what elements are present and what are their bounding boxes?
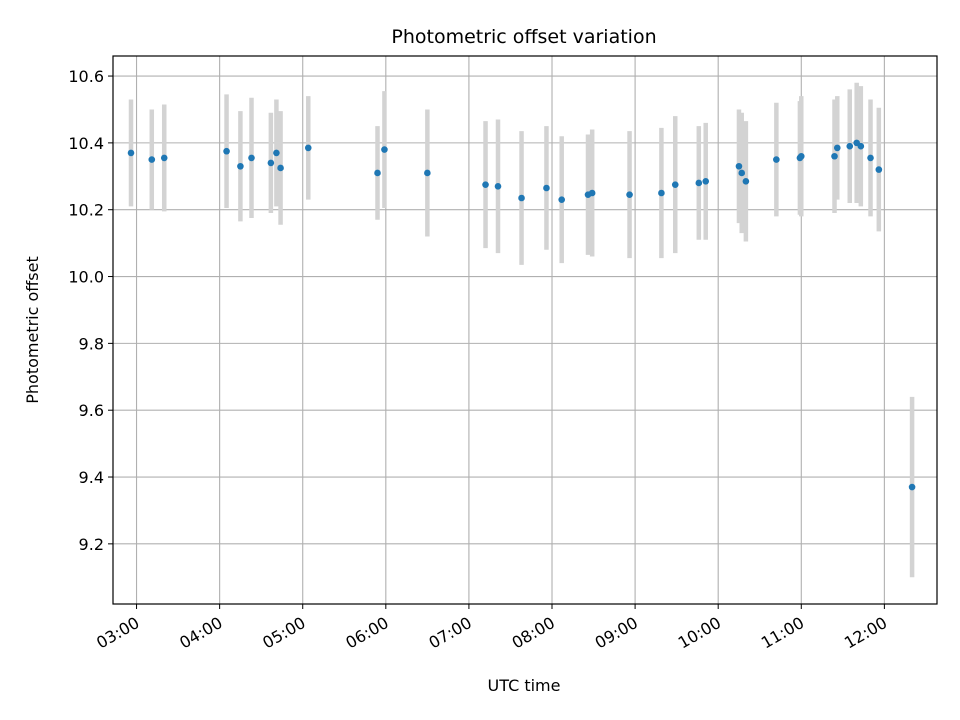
data-point [738, 169, 746, 177]
y-tick-label: 10.0 [68, 268, 104, 287]
data-point [248, 154, 255, 162]
data-point [867, 154, 874, 162]
y-tick-label: 10.6 [68, 67, 104, 86]
data-point [160, 154, 168, 162]
data-point [127, 149, 135, 157]
data-point [831, 152, 838, 160]
data-point [875, 166, 883, 173]
chart-title: Photometric offset variation [391, 26, 656, 48]
data-point [237, 162, 244, 170]
data-point [267, 159, 275, 167]
data-point [518, 194, 525, 202]
data-point [695, 179, 703, 187]
grid [113, 56, 937, 604]
y-axis-label: Photometric offset [23, 256, 42, 404]
data-point [908, 483, 916, 491]
data-point [381, 146, 388, 153]
y-tick-label: 10.4 [68, 134, 104, 153]
data-point [833, 144, 841, 152]
data-point [742, 178, 750, 185]
data-point [658, 189, 665, 197]
data-point [482, 181, 489, 188]
data-point [846, 142, 854, 150]
data-point [857, 142, 865, 150]
data-point [773, 156, 780, 163]
data-point [797, 152, 805, 160]
data-point [277, 164, 284, 172]
data-point [223, 147, 230, 155]
data-point [304, 144, 312, 152]
data-points [127, 139, 916, 491]
data-point [543, 184, 550, 192]
data-point [374, 169, 381, 177]
y-tick-label: 9.8 [79, 334, 104, 353]
data-point [273, 149, 280, 157]
data-point [424, 169, 431, 177]
data-point [148, 156, 156, 163]
data-point [735, 162, 743, 170]
x-axis-label: UTC time [488, 676, 561, 695]
data-point [588, 189, 596, 197]
y-tick-label: 10.2 [68, 201, 104, 220]
data-point [702, 178, 710, 185]
y-tick-label: 9.4 [79, 468, 104, 487]
y-tick-label: 9.2 [79, 535, 104, 554]
data-point [626, 191, 633, 198]
data-point [671, 181, 679, 188]
plot-frame [112, 55, 938, 605]
y-axis-ticks: 9.2 9.4 9.6 9.8 10.0 10.2 10.4 10.6 [68, 67, 113, 554]
y-tick-label: 9.6 [79, 401, 104, 420]
data-point [558, 196, 565, 203]
data-point [494, 183, 502, 190]
